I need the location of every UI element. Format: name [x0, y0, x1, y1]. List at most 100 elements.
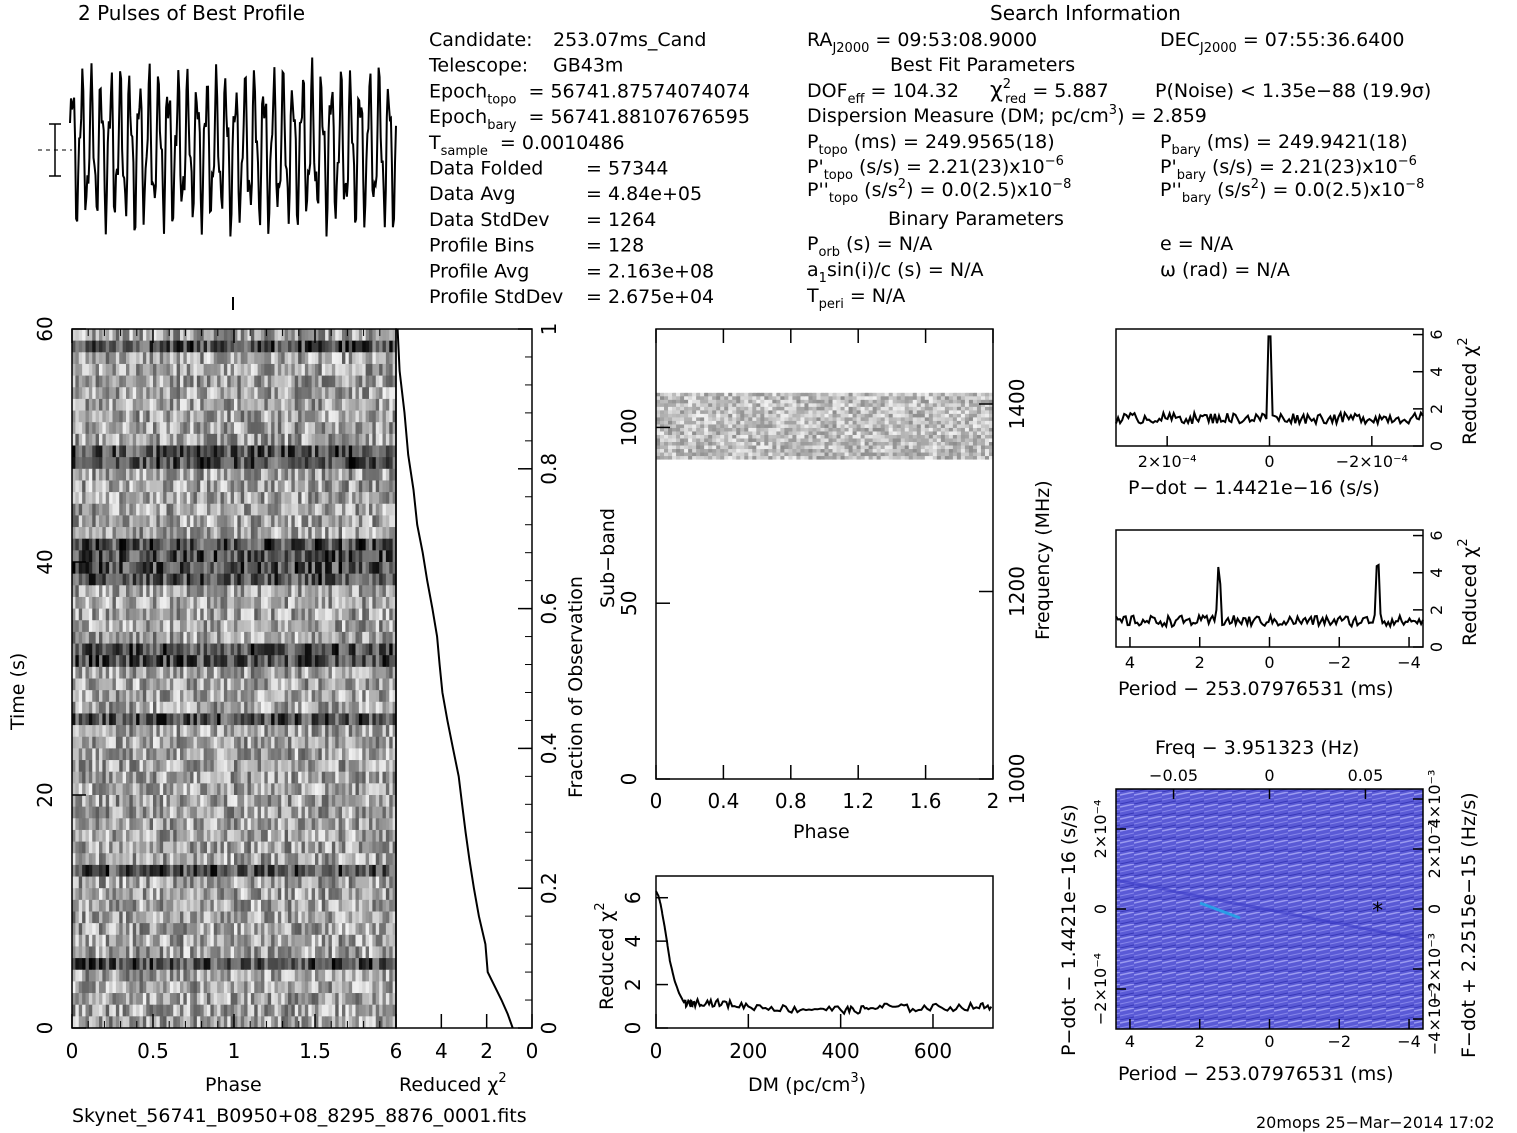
time-phase-cell [325, 748, 330, 761]
time-phase-cell [129, 643, 134, 656]
time-phase-cell [247, 515, 252, 528]
time-phase-cell [247, 329, 252, 342]
time-phase-cell [274, 701, 279, 714]
time-phase-cell [210, 795, 215, 808]
time-phase-cell [196, 748, 201, 761]
time-phase-cell [156, 363, 161, 377]
time-phase-cell [331, 888, 336, 901]
time-phase-cell [136, 643, 141, 656]
time-phase-cell [220, 795, 225, 808]
time-phase-cell [318, 876, 323, 889]
time-phase-cell [196, 631, 201, 645]
time-phase-cell [200, 538, 205, 551]
time-phase-cell [78, 643, 83, 656]
time-phase-cell [180, 725, 184, 738]
time-phase-cell [95, 422, 100, 435]
time-phase-cell [362, 387, 367, 400]
time-phase-cell [82, 806, 87, 819]
time-phase-cell [115, 398, 120, 412]
time-phase-cell [122, 829, 127, 843]
time-phase-cell [331, 596, 336, 610]
time-phase-cell [129, 713, 134, 726]
time-phase-cell [115, 352, 120, 365]
time-phase-cell [132, 596, 137, 610]
time-phase-cell [82, 410, 87, 423]
time-phase-cell [132, 503, 137, 516]
time-phase-cell [169, 596, 174, 610]
time-phase-cell [389, 620, 394, 633]
time-phase-cell [277, 771, 282, 784]
time-phase-cell [146, 736, 151, 749]
time-phase-cell [372, 457, 377, 470]
time-phase-cell [318, 923, 323, 936]
time-phase-cell [186, 375, 191, 388]
time-phase-cell [153, 795, 157, 808]
time-phase-cell [92, 864, 97, 878]
time-phase-cell [328, 596, 333, 610]
time-phase-cell [355, 725, 360, 738]
time-phase-cell [129, 596, 134, 610]
time-phase-cell [217, 468, 222, 481]
time-phase-cell [196, 678, 201, 691]
time-phase-cell [315, 562, 319, 575]
time-phase-cell [237, 631, 242, 645]
time-phase-cell [234, 503, 238, 516]
time-phase-cell [146, 550, 151, 563]
time-phase-cell [389, 795, 394, 808]
time-phase-cell [254, 725, 259, 738]
time-phase-cell [331, 445, 336, 458]
time-phase-cell [153, 701, 157, 714]
time-phase-cell [82, 387, 87, 400]
time-phase-cell [244, 690, 249, 703]
time-phase-cell [328, 492, 333, 505]
time-phase-cell [169, 410, 174, 423]
time-phase-cell [301, 655, 306, 668]
time-phase-cell [149, 760, 154, 773]
time-phase-cell [277, 352, 282, 365]
time-phase-cell [82, 445, 87, 458]
time-phase-cell [213, 515, 218, 528]
time-phase-cell [156, 422, 161, 435]
time-phase-cell [355, 375, 360, 388]
time-phase-cell [301, 678, 306, 691]
time-phase-cell [193, 923, 198, 936]
time-phase-cell [362, 876, 367, 889]
time-phase-cell [369, 876, 373, 889]
time-phase-cell [217, 433, 222, 446]
time-phase-cell [261, 398, 265, 412]
time-phase-cell [385, 713, 390, 726]
time-phase-cell [261, 410, 265, 423]
time-phase-cell [166, 678, 171, 691]
time-phase-cell [193, 480, 198, 493]
time-phase-cell [284, 480, 289, 493]
time-phase-cell [183, 690, 188, 703]
time-phase-cell [328, 829, 333, 843]
time-phase-cell [321, 829, 326, 843]
time-phase-cell [335, 620, 340, 633]
time-phase-cell [250, 515, 255, 528]
time-phase-cell [92, 678, 97, 691]
time-phase-cell [304, 562, 309, 575]
time-phase-cell [237, 899, 242, 912]
time-phase-cell [291, 736, 296, 749]
time-phase-cell [392, 527, 397, 540]
time-phase-cell [122, 643, 127, 656]
time-phase-cell [315, 410, 319, 423]
time-phase-cell [122, 666, 127, 679]
time-phase-cell [284, 911, 289, 924]
time-phase-cell [139, 340, 144, 353]
time-phase-cell [315, 608, 319, 621]
time-phase-cell [267, 631, 272, 645]
time-phase-cell [318, 573, 323, 586]
time-phase-cell [369, 503, 373, 516]
time-phase-cell [291, 876, 296, 889]
time-phase-cell [210, 818, 215, 831]
time-phase-cell [183, 655, 188, 668]
time-phase-cell [109, 515, 114, 528]
time-phase-cell [321, 911, 326, 924]
time-phase-cell [277, 760, 282, 773]
time-phase-cell [385, 457, 390, 470]
time-phase-cell [85, 690, 90, 703]
time-phase-cell [369, 387, 373, 400]
